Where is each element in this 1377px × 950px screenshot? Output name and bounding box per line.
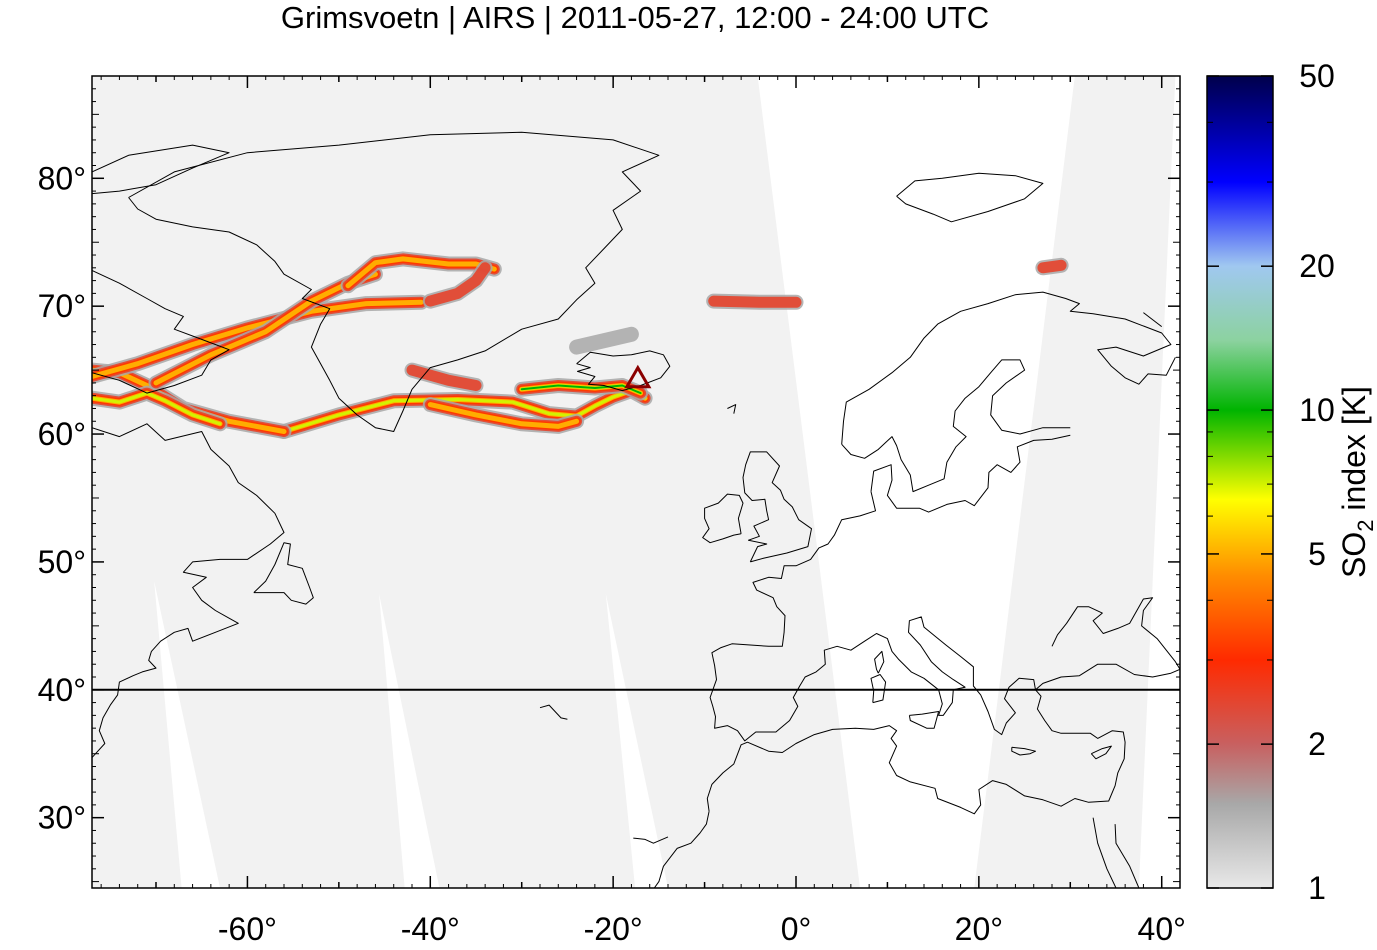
x-axis-ticks: -60° -40° -20° 0° 20° 40° <box>100 76 1186 947</box>
so2-plume-layer <box>427 402 580 429</box>
so2-plume-southern-band <box>276 383 653 439</box>
y-tick-label: 40° <box>38 672 86 708</box>
x-tick-label: -60° <box>218 911 277 947</box>
colorbar-label: SO2 index [K] <box>1336 386 1377 578</box>
so2-plume-layer <box>92 299 424 379</box>
so2-plume-northwest-arm <box>92 294 429 384</box>
coastline-red-sea-east <box>1114 824 1140 888</box>
colorbar-tick-label: 2 <box>1308 726 1326 762</box>
swath-gaps <box>154 76 1180 888</box>
colorbar-tick-label: 1 <box>1308 870 1326 906</box>
x-tick-label: 20° <box>955 911 1003 947</box>
x-tick-label: 0° <box>781 911 812 947</box>
coastline-black-sea-north <box>1051 597 1180 670</box>
coastline-sardinia <box>870 674 887 704</box>
coastline-crete <box>1011 746 1036 756</box>
so2-plume-labrador-knot <box>92 385 228 432</box>
y-tick-label: 30° <box>38 800 86 836</box>
so2-plume-layer <box>1037 259 1067 274</box>
coastline-faroe-shetland <box>727 404 737 414</box>
swath-gap-curve <box>757 76 1075 888</box>
coastline-great-britain <box>742 451 812 563</box>
colorbar-tick-label: 50 <box>1299 58 1335 94</box>
colorbar-ticks: 1 2 5 10 20 50 <box>1207 58 1335 906</box>
coastline-ellesmere <box>92 144 230 195</box>
coastline-north-africa <box>653 811 710 888</box>
coastline-north-africa-2 <box>706 689 1126 815</box>
so2-plume-layer <box>92 391 222 426</box>
so2-plume-iceland-blob <box>514 378 649 401</box>
so2-plume-barents-dot <box>1035 257 1069 276</box>
colorbar-frame <box>1206 75 1274 889</box>
coastline-sicily <box>908 711 940 729</box>
so2-plume-layer <box>569 326 639 355</box>
map-frame <box>91 75 1181 889</box>
coastline-greenland <box>128 131 660 432</box>
so2-plume-layer <box>708 295 802 308</box>
y-tick-label: 80° <box>38 160 86 196</box>
so2-plume-layer <box>424 262 491 307</box>
swath-gap-2 <box>605 593 668 888</box>
coastline-denmark-germany-baltic <box>870 434 1071 513</box>
coastline-scandinavia <box>841 291 1176 445</box>
map-panel: -60° -40° -20° 0° 20° 40° 30° 40° 50° 60° 70° 80° <box>38 75 1186 947</box>
y-tick-label: 70° <box>38 288 86 324</box>
swath-gap-0 <box>154 581 220 888</box>
coastline-svalbard <box>896 172 1044 223</box>
coastline-western-europe <box>709 491 1180 742</box>
map-title: Grimsvoetn | AIRS | 2011-05-27, 12:00 - … <box>280 0 990 35</box>
so2-plume-southern-lower-band <box>422 397 585 434</box>
coastline-ireland <box>702 493 744 544</box>
coastline-newfoundland <box>253 542 314 605</box>
so2-plume-layer <box>282 389 647 433</box>
coastline-iceland <box>576 350 671 392</box>
coastlines <box>92 131 1180 888</box>
so2-plume-layer <box>406 364 482 391</box>
so2-plume-norwegian-sea-trace <box>706 293 804 310</box>
coastline-baffin-island <box>92 269 230 394</box>
colorbar-tick-label: 5 <box>1308 536 1326 572</box>
coastline-cyprus <box>1090 745 1112 760</box>
colorbar-label-rest: index [K] <box>1336 386 1372 519</box>
so2-plume-greenland-east-thin <box>404 362 484 393</box>
coastline-red-sea <box>1092 817 1117 888</box>
coastline-labrador <box>92 423 285 758</box>
colorbar-label-main: SO <box>1336 532 1372 578</box>
coastline-azores <box>539 704 568 720</box>
so2-plume-denmark-strait-trace <box>569 326 639 355</box>
x-tick-label: -40° <box>401 911 460 947</box>
colorbar-tick-label: 20 <box>1299 248 1335 284</box>
coastline-bothnia-baltic <box>841 359 1071 493</box>
x-tick-label: -20° <box>584 911 643 947</box>
coastline-novaya-zemlya-tip <box>1143 312 1163 327</box>
y-tick-label: 60° <box>38 416 86 452</box>
colorbar-label-subscript: 2 <box>1353 519 1377 531</box>
so2-plume-north-loop-tail <box>422 260 493 309</box>
x-tick-label: 40° <box>1138 911 1186 947</box>
swath-gap-4 <box>1138 76 1180 888</box>
so2-plumes <box>92 251 1069 439</box>
colorbar-gradient <box>1207 76 1273 888</box>
y-tick-label: 50° <box>38 544 86 580</box>
y-axis-ticks: 30° 40° 50° 60° 70° 80° <box>38 75 1180 883</box>
coastline-canaries <box>633 836 669 844</box>
colorbar-tick-label: 10 <box>1299 392 1335 428</box>
coastline-corsica-sardinia <box>874 650 885 674</box>
swath-gap-1 <box>379 593 440 888</box>
volcano-triangle-icon <box>624 364 652 389</box>
